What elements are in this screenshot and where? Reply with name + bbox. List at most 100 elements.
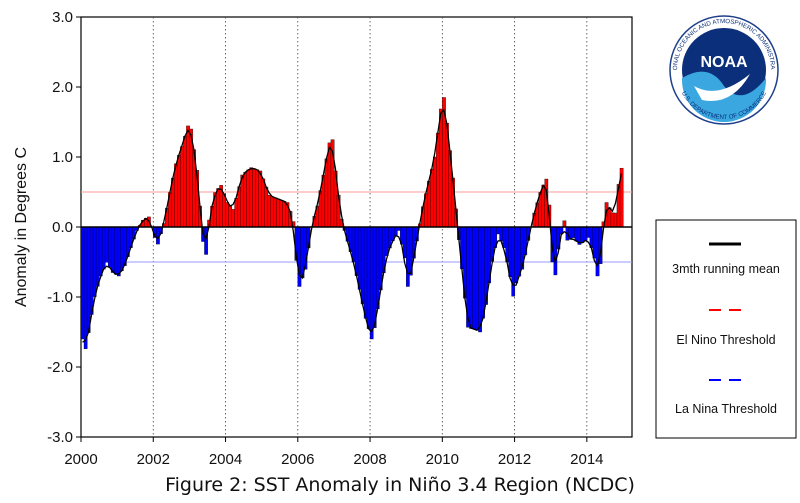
- anomaly-bar-92: [357, 226, 362, 290]
- anomaly-bar-72: [297, 226, 302, 287]
- anomaly-bar-170: [592, 226, 597, 259]
- anomaly-bar-63: [270, 196, 275, 228]
- y-axis: 3.0 2.0 1.0 0.0 -1.0 -2.0 -3.0: [47, 9, 81, 446]
- anomaly-bar-145: [517, 226, 522, 277]
- anomaly-bar-95: [366, 226, 371, 329]
- anomaly-bar-164: [574, 226, 579, 242]
- x-tick-label-2006: 2006: [281, 451, 314, 468]
- anomaly-bar-130: [472, 226, 476, 329]
- anomaly-bar-108: [406, 226, 410, 287]
- anomaly-bar-97: [372, 226, 377, 328]
- anomaly-bar-66: [279, 199, 284, 228]
- x-tick-label-2008: 2008: [353, 451, 386, 468]
- y-tick-label-3.0: 3.0: [52, 9, 73, 26]
- anomaly-bar-65: [276, 198, 281, 228]
- legend-label-la-nina: La Nina Threshold: [675, 402, 777, 416]
- y-axis-title: Anomaly in Degrees C: [13, 147, 30, 307]
- x-tick-label-2000: 2000: [64, 451, 97, 468]
- anomaly-bar-10: [110, 226, 115, 273]
- anomaly-bar-153: [541, 184, 546, 228]
- anomaly-bar-160: [562, 220, 567, 228]
- anomaly-bar-0: [80, 226, 85, 340]
- anomaly-bar-3: [89, 226, 94, 315]
- y-tick-label-0.0: 0.0: [52, 219, 73, 236]
- anomaly-bar-50: [231, 209, 236, 228]
- anomaly-bar-176: [610, 212, 615, 228]
- anomaly-bar-177: [613, 212, 618, 228]
- anomaly-bar-32: [177, 154, 181, 228]
- y-tick-label-2.0: 2.0: [52, 79, 73, 96]
- y-tick-label--1.0: -1.0: [47, 289, 73, 306]
- anomaly-bar-58: [255, 169, 260, 228]
- anomaly-bar-94: [363, 226, 368, 319]
- legend-label-running-mean: 3mth running mean: [672, 262, 780, 276]
- anomaly-bar-54: [243, 172, 248, 228]
- anomaly-bar-132: [478, 226, 482, 333]
- anomaly-bar-57: [252, 168, 257, 228]
- anomaly-bar-48: [225, 202, 230, 228]
- anomaly-bar-1: [83, 226, 88, 350]
- legend: 3mth running mean El Nino Threshold La N…: [655, 219, 797, 439]
- anomaly-bar-2: [86, 226, 91, 333]
- anomaly-bar-101: [384, 226, 389, 256]
- anomaly-bar-82: [327, 142, 332, 228]
- anomaly-bar-140: [502, 226, 507, 248]
- anomaly-bar-118: [436, 132, 440, 228]
- anomaly-bar-67: [282, 201, 287, 228]
- anomaly-bar-64: [273, 197, 278, 228]
- anomaly-bar-45: [216, 188, 220, 228]
- anomaly-bar-119: [439, 108, 443, 228]
- x-tick-label-2012: 2012: [498, 451, 531, 468]
- anomaly-bar-81: [324, 158, 329, 228]
- anomaly-bar-12: [116, 226, 121, 277]
- y-tick-label--2.0: -2.0: [47, 359, 73, 376]
- anomaly-bar-96: [369, 226, 374, 340]
- anomaly-bar-8: [104, 226, 109, 263]
- anomaly-bar-116: [430, 168, 434, 228]
- anomaly-bar-49: [228, 205, 233, 228]
- anomaly-bar-13: [119, 226, 124, 272]
- anomaly-bar-35: [186, 125, 190, 228]
- anomaly-bar-47: [222, 193, 226, 228]
- legend-box: [655, 219, 797, 439]
- anomaly-bar-167: [583, 226, 588, 242]
- anomaly-bar-55: [246, 169, 251, 228]
- anomaly-bar-59: [258, 170, 263, 228]
- anomaly-bar-139: [499, 226, 504, 242]
- anomaly-bar-93: [360, 226, 365, 305]
- anomaly-bar-98: [375, 226, 380, 310]
- anomaly-bar-175: [607, 207, 612, 228]
- anomaly-bar-157: [553, 226, 558, 276]
- anomaly-bar-62: [267, 194, 272, 228]
- anomaly-bar-171: [595, 226, 600, 277]
- running-mean-line: [82, 108, 623, 343]
- anomaly-bar-61: [264, 186, 269, 228]
- anomaly-bar-131: [475, 226, 479, 331]
- anomaly-bar-56: [249, 167, 254, 228]
- anomaly-bar-9: [107, 226, 112, 268]
- x-tick-label-2004: 2004: [209, 451, 242, 468]
- anomaly-bar-33: [180, 146, 184, 228]
- anomaly-bar-7: [101, 226, 106, 270]
- noaa-logo-text: NOAA: [700, 54, 748, 71]
- anomaly-bar-117: [433, 156, 437, 228]
- anomaly-bar-144: [514, 226, 519, 284]
- anomaly-bar-60: [261, 178, 266, 228]
- figure-caption: Figure 2: SST Anomaly in Niño 3.4 Region…: [165, 474, 635, 496]
- anomaly-bar-11: [113, 226, 118, 275]
- x-tick-label-2002: 2002: [137, 451, 170, 468]
- y-tick-label--3.0: -3.0: [47, 429, 73, 446]
- noaa-logo: NOAA NATIONAL OCEANIC AND ATMOSPHERIC AD…: [669, 15, 779, 125]
- x-tick-label-2010: 2010: [426, 451, 459, 468]
- anomaly-bar-5: [95, 226, 100, 287]
- anomaly-bar-104: [393, 226, 398, 236]
- anomaly-bar-138: [496, 226, 500, 235]
- anomaly-bar-34: [183, 136, 187, 228]
- anomaly-bar-4: [92, 226, 97, 297]
- anomaly-bar-91: [354, 226, 359, 276]
- legend-label-el-nino: El Nino Threshold: [676, 333, 775, 347]
- x-tick-label-2014: 2014: [570, 451, 603, 468]
- x-axis: 2000 2002 2004 2006 2008 2010 2012 2014: [64, 437, 604, 468]
- anomaly-bar-142: [508, 226, 513, 277]
